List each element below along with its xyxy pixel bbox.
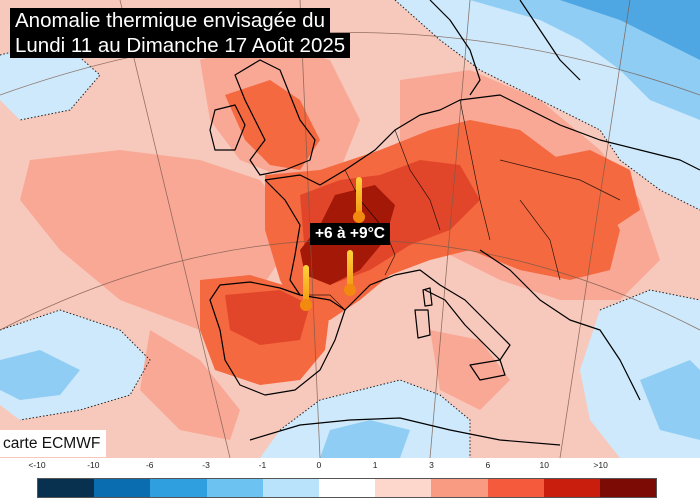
legend-swatch <box>262 479 319 497</box>
legend-swatch <box>318 479 376 497</box>
legend-tick-labels: <-10 -10 -6 -3 -1 0 1 3 6 10 >10 <box>0 460 700 474</box>
title-line-1: Anomalie thermique envisagée du <box>10 8 330 33</box>
thermometer-icon <box>344 250 356 296</box>
legend-swatch <box>375 479 432 497</box>
coastlines <box>209 0 700 446</box>
country-borders <box>300 99 621 311</box>
color-legend-bar <box>37 478 657 498</box>
dotted-contours <box>0 0 700 458</box>
legend-swatch <box>599 479 657 497</box>
legend-swatch <box>487 479 544 497</box>
legend-swatch <box>38 479 95 497</box>
legend-swatch <box>150 479 207 497</box>
legend-tick-label: >10 <box>593 460 608 470</box>
legend-swatch <box>543 479 600 497</box>
legend-tick-label: 6 <box>485 460 491 470</box>
legend-tick-label: 1 <box>372 460 378 470</box>
legend-tick-label: 10 <box>539 460 549 470</box>
source-credit: carte ECMWF <box>0 430 107 457</box>
legend-swatch <box>431 479 488 497</box>
legend-tick-label: 0 <box>316 460 322 470</box>
legend-tick-label: 3 <box>429 460 434 470</box>
legend-swatch <box>94 479 151 497</box>
title-line-2: Lundi 11 au Dimanche 17 Août 2025 <box>10 33 351 58</box>
anomaly-map <box>0 0 700 458</box>
legend-tick-label: -10 <box>87 460 100 470</box>
legend-swatch <box>206 479 263 497</box>
thermometer-icon <box>300 265 312 311</box>
thermometer-icon <box>353 177 365 223</box>
legend-tick-label: -1 <box>258 460 267 470</box>
legend-tick-label: <-10 <box>28 460 46 470</box>
legend-tick-label: -6 <box>145 460 154 470</box>
warm-anomaly-areas <box>20 40 660 440</box>
anomaly-callout: +6 à +9°C <box>310 223 390 245</box>
map-title: Anomalie thermique envisagée du Lundi 11… <box>10 8 351 58</box>
legend-tick-label: -3 <box>202 460 210 470</box>
